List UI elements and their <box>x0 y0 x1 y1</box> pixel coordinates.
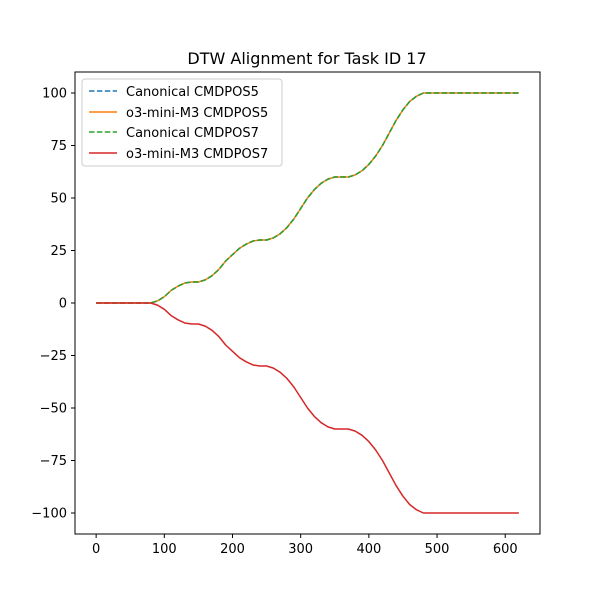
x-tick-label: 200 <box>220 542 245 557</box>
x-axis: 0 100 200 300 400 500 600 <box>92 534 518 557</box>
y-tick-label: −75 <box>40 454 67 469</box>
x-tick-label: 400 <box>356 542 381 557</box>
legend-label-canonical-cmdpos5: Canonical CMDPOS5 <box>126 85 259 100</box>
legend: Canonical CMDPOS5 o3-mini-M3 CMDPOS5 Can… <box>81 78 283 167</box>
y-tick-label: 50 <box>50 192 67 207</box>
y-tick-label: 25 <box>50 244 67 259</box>
series-layer <box>96 92 519 514</box>
x-tick-label: 100 <box>152 542 177 557</box>
y-tick-label: −100 <box>31 507 67 522</box>
y-tick-label: −50 <box>40 402 67 417</box>
y-tick-label: 100 <box>42 87 67 102</box>
legend-label-canonical-cmdpos7: Canonical CMDPOS7 <box>126 126 259 141</box>
chart-title: DTW Alignment for Task ID 17 <box>187 49 426 68</box>
x-tick-label: 0 <box>92 542 100 557</box>
x-tick-label: 500 <box>425 542 450 557</box>
y-tick-label: −25 <box>40 349 67 364</box>
legend-label-o3-mini-m3-cmdpos5: o3-mini-M3 CMDPOS5 <box>126 106 268 121</box>
x-tick-label: 300 <box>288 542 313 557</box>
series-line-o3-mini-m3-cmdpos7 <box>96 302 519 514</box>
y-axis: −100 −75 −50 −25 0 25 50 75 100 <box>31 87 75 522</box>
legend-label-o3-mini-m3-cmdpos7: o3-mini-M3 CMDPOS7 <box>126 147 268 162</box>
x-tick-label: 600 <box>493 542 518 557</box>
y-tick-label: 75 <box>50 139 67 154</box>
series-line-o3-mini-m3-cmdpos5 <box>96 92 519 304</box>
y-tick-label: 0 <box>59 297 67 312</box>
legend-box <box>81 78 283 167</box>
